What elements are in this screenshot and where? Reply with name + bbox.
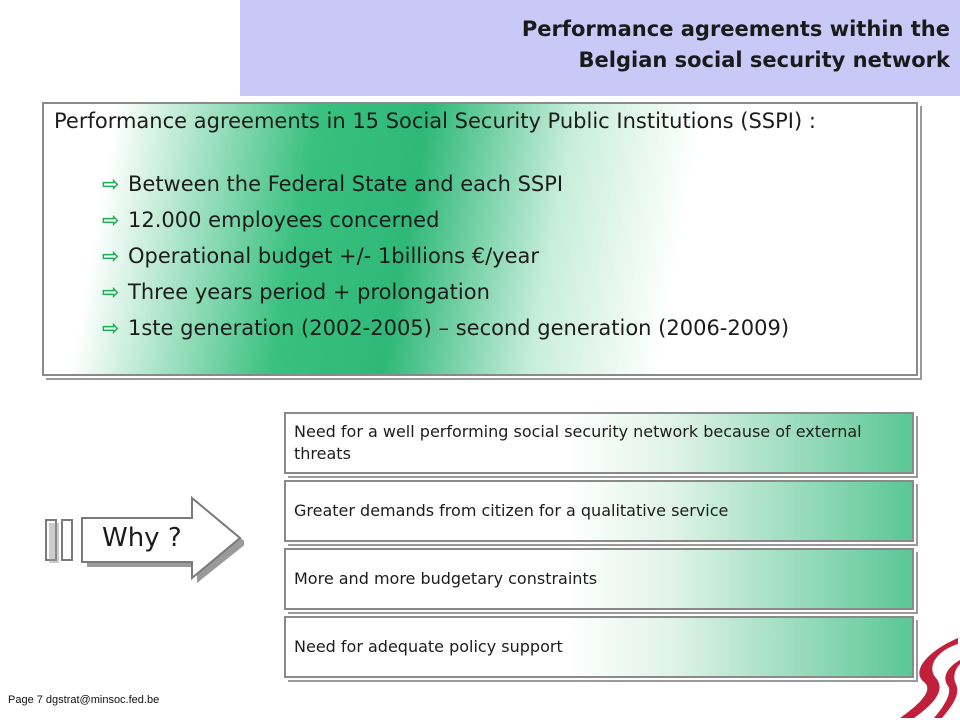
- reason-box: Greater demands from citizen for a quali…: [284, 480, 914, 542]
- reason-text: More and more budgetary constraints: [294, 569, 598, 588]
- reason-text: Need for adequate policy support: [294, 637, 563, 656]
- performance-agreements-box: Performance agreements in 15 Social Secu…: [42, 102, 918, 376]
- reason-text: Need for a well performing social securi…: [294, 422, 862, 463]
- why-arrow-shape: [45, 495, 247, 583]
- footer-page-info: Page 7 dgstrat@minsoc.fed.be: [8, 694, 160, 706]
- reason-box: Need for adequate policy support: [284, 616, 914, 678]
- arrow-right-icon: ⇨: [102, 244, 120, 268]
- arrow-right-icon: ⇨: [102, 280, 120, 304]
- list-item: ⇨ Three years period + prolongation: [102, 280, 490, 304]
- why-label: Why ?: [102, 523, 182, 553]
- reason-box: Need for a well performing social securi…: [284, 412, 914, 474]
- reason-text: Greater demands from citizen for a quali…: [294, 501, 729, 520]
- box-lead-text: Performance agreements in 15 Social Secu…: [54, 109, 816, 133]
- arrow-right-icon: ⇨: [102, 172, 120, 196]
- title-line-2: Belgian social security network: [578, 48, 950, 72]
- logo-icon: [900, 638, 960, 718]
- why-arrow: Why ?: [44, 494, 247, 584]
- list-item: ⇨ Between the Federal State and each SSPI: [102, 172, 564, 196]
- bullet-list: ⇨ Between the Federal State and each SSPI…: [102, 170, 902, 350]
- reason-box: More and more budgetary constraints: [284, 548, 914, 610]
- list-item: ⇨ Operational budget +/- 1billions €/year: [102, 244, 540, 268]
- arrow-right-icon: ⇨: [102, 208, 120, 232]
- header-band: Performance agreements within the Belgia…: [240, 0, 960, 96]
- arrow-right-icon: ⇨: [102, 316, 120, 340]
- title-line-1: Performance agreements within the: [521, 17, 950, 41]
- list-item: ⇨ 1ste generation (2002-2005) – second ge…: [102, 316, 790, 340]
- list-item: ⇨ 12.000 employees concerned: [102, 208, 440, 232]
- page-title: Performance agreements within the Belgia…: [522, 14, 950, 76]
